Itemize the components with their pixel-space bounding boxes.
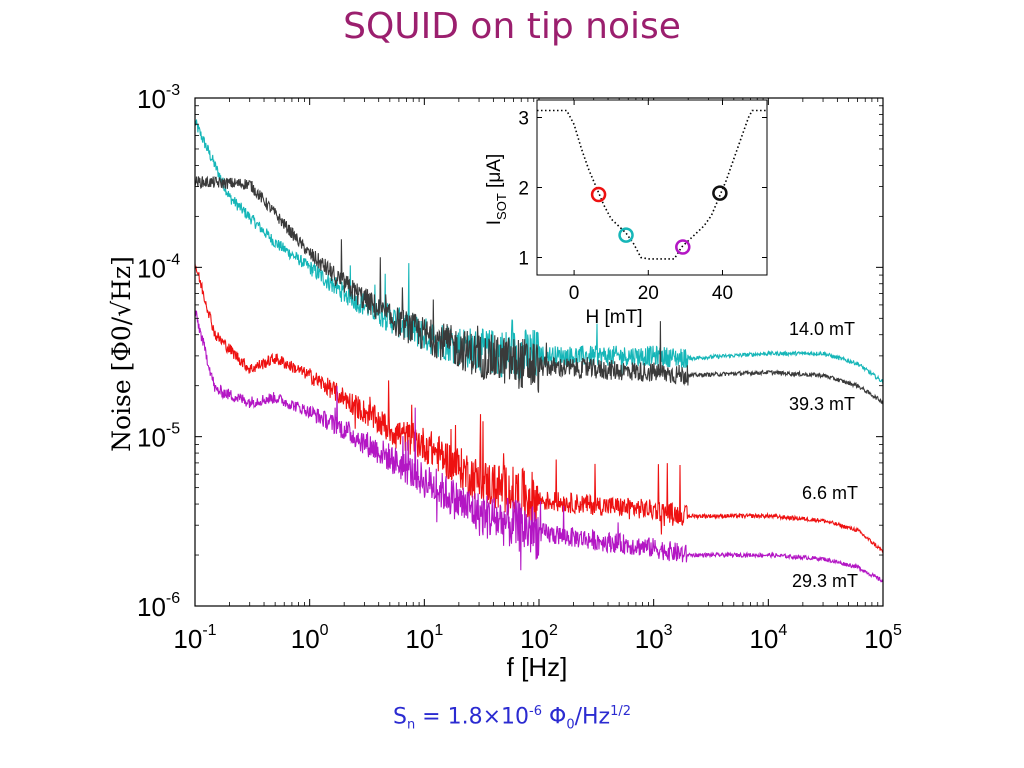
formula-unit-hz: /Hz: [574, 704, 611, 730]
inset-x-tick-label: 40: [712, 283, 733, 304]
y-tick-label: 10-5: [137, 421, 180, 453]
series-line-39-3-mt: [195, 175, 883, 405]
inset-curve: [537, 109, 767, 260]
formula-value: = 1.8×10: [415, 704, 530, 730]
y-tick-label: 10-3: [137, 82, 180, 114]
inset-x-tick-label: 0: [569, 283, 580, 304]
inset-y-axis-label: ISOT [μA]: [484, 154, 509, 225]
series-line-29-3-mt: [195, 310, 883, 583]
inset-marker: [590, 186, 607, 203]
x-tick-label: 10-1: [173, 622, 216, 654]
slide-title: SQUID on tip noise: [343, 6, 681, 47]
noise-formula: Sn = 1.8×10-6 Φ0/Hz1/2: [0, 704, 1024, 733]
inset-x-tick-label: 20: [638, 283, 659, 304]
x-tick-label: 101: [405, 622, 443, 654]
x-tick-label: 103: [635, 622, 673, 654]
series-label: 39.3 mT: [789, 394, 855, 414]
inset-y-tick-label: 3: [518, 109, 529, 130]
inset-marker: [712, 185, 728, 201]
x-tick-label: 102: [520, 622, 558, 654]
series-label: 29.3 mT: [792, 571, 858, 591]
formula-lhs: S: [392, 704, 407, 730]
inset-chart: 0 20 40 1 2 3 H [mT] ISOT [μA]: [484, 99, 768, 328]
noise-chart: 10-1 100 101 102 103 104 10510-310-410-510-6f …: [107, 82, 902, 682]
formula-unit-phi: Φ: [542, 704, 567, 730]
x-axis-label: f [Hz]: [507, 652, 568, 682]
formula-exponent: -6: [529, 704, 542, 719]
x-tick-label: 100: [291, 622, 329, 654]
y-tick-label: 10-6: [137, 590, 180, 622]
inset-marker: [618, 227, 634, 243]
inset-y-tick-label: 2: [518, 179, 529, 200]
series-label: 14.0 mT: [789, 319, 855, 339]
series-label: 6.6 mT: [802, 483, 858, 503]
y-axis-label: Noise [Φ0/√Hz]: [107, 256, 136, 452]
series-line-6-6-mt: [195, 263, 883, 554]
inset-background: [536, 99, 768, 276]
formula-unit-phi-sub: 0: [566, 717, 575, 733]
formula-unit-hz-sup: 1/2: [610, 704, 632, 719]
x-tick-label: 105: [864, 622, 902, 654]
inset-y-tick-label: 1: [518, 249, 529, 270]
inset-marker: [675, 239, 691, 255]
formula-lhs-sub: n: [406, 717, 416, 733]
inset-x-axis-label: H [mT]: [586, 307, 643, 328]
y-tick-label: 10-4: [137, 251, 180, 283]
x-tick-label: 104: [749, 622, 787, 654]
